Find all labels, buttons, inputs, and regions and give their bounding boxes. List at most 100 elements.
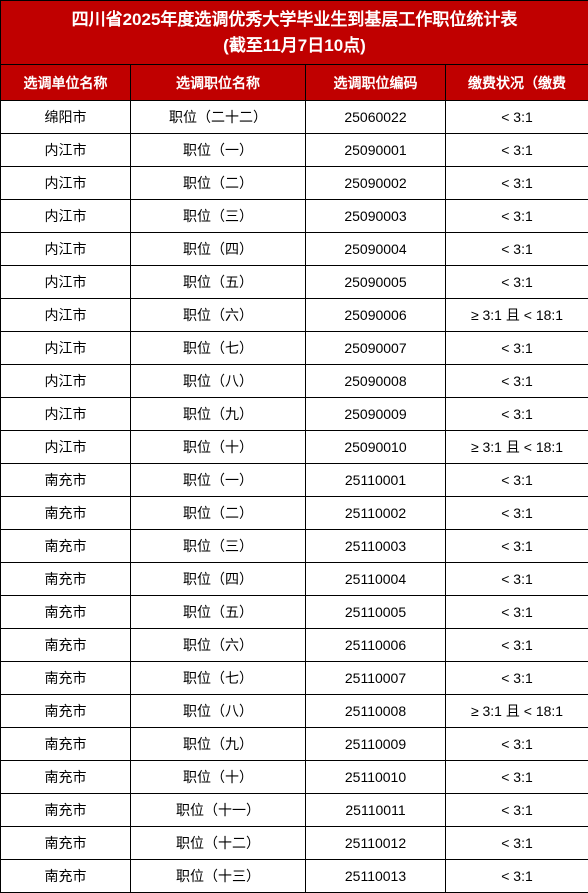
table-cell: 25090003 — [306, 200, 446, 233]
table-cell: < 3:1 — [446, 266, 588, 299]
table-row: 内江市职位（八）25090008< 3:1 — [1, 365, 588, 398]
table-cell: 内江市 — [1, 134, 131, 167]
table-row: 南充市职位（三）25110003< 3:1 — [1, 530, 588, 563]
table-row: 内江市职位（二）25090002< 3:1 — [1, 167, 588, 200]
col-header-unit: 选调单位名称 — [1, 65, 131, 101]
table-cell: 25090002 — [306, 167, 446, 200]
table-cell: 25110005 — [306, 596, 446, 629]
table-cell: 绵阳市 — [1, 101, 131, 134]
table-cell: < 3:1 — [446, 629, 588, 662]
table-cell: 内江市 — [1, 431, 131, 464]
col-header-status: 缴费状况（缴费 — [446, 65, 588, 101]
table-cell: < 3:1 — [446, 101, 588, 134]
table-cell: 职位（十一） — [131, 794, 306, 827]
table-cell: < 3:1 — [446, 464, 588, 497]
table-cell: 职位（七） — [131, 662, 306, 695]
table-cell: 25090010 — [306, 431, 446, 464]
table-cell: 南充市 — [1, 563, 131, 596]
table-cell: 25110011 — [306, 794, 446, 827]
table-cell: 内江市 — [1, 200, 131, 233]
table-cell: 南充市 — [1, 761, 131, 794]
table-cell: 25060022 — [306, 101, 446, 134]
table-cell: < 3:1 — [446, 200, 588, 233]
table-row: 南充市职位（十）25110010< 3:1 — [1, 761, 588, 794]
table-row: 南充市职位（十一）25110011< 3:1 — [1, 794, 588, 827]
table-cell: 职位（八） — [131, 695, 306, 728]
table-row: 内江市职位（六）25090006≥ 3:1 且 < 18:1 — [1, 299, 588, 332]
table-cell: 25110010 — [306, 761, 446, 794]
table-cell: 职位（一） — [131, 134, 306, 167]
table-row: 内江市职位（四）25090004< 3:1 — [1, 233, 588, 266]
table-cell: 25110003 — [306, 530, 446, 563]
table-row: 内江市职位（五）25090005< 3:1 — [1, 266, 588, 299]
table-cell: 内江市 — [1, 332, 131, 365]
table-row: 南充市职位（二）25110002< 3:1 — [1, 497, 588, 530]
table-cell: 职位（十二） — [131, 827, 306, 860]
table-cell: < 3:1 — [446, 563, 588, 596]
table-cell: 职位（九） — [131, 398, 306, 431]
table-cell: < 3:1 — [446, 365, 588, 398]
table-cell: < 3:1 — [446, 860, 588, 893]
table-cell: 25110013 — [306, 860, 446, 893]
table-row: 南充市职位（九）25110009< 3:1 — [1, 728, 588, 761]
table-row: 内江市职位（三）25090003< 3:1 — [1, 200, 588, 233]
table-cell: 南充市 — [1, 827, 131, 860]
table-cell: 25090009 — [306, 398, 446, 431]
statistics-table: 四川省2025年度选调优秀大学毕业生到基层工作职位统计表 (截至11月7日10点… — [0, 0, 588, 893]
table-cell: 25090008 — [306, 365, 446, 398]
table-row: 南充市职位（七）25110007< 3:1 — [1, 662, 588, 695]
table-cell: ≥ 3:1 且 < 18:1 — [446, 695, 588, 728]
table-cell: 内江市 — [1, 233, 131, 266]
title-line-1: 四川省2025年度选调优秀大学毕业生到基层工作职位统计表 — [5, 7, 584, 33]
table-cell: 职位（七） — [131, 332, 306, 365]
table-cell: 南充市 — [1, 629, 131, 662]
table-cell: 职位（二） — [131, 167, 306, 200]
table-cell: 职位（八） — [131, 365, 306, 398]
table-cell: 南充市 — [1, 596, 131, 629]
table-cell: < 3:1 — [446, 233, 588, 266]
table-title: 四川省2025年度选调优秀大学毕业生到基层工作职位统计表 (截至11月7日10点… — [1, 1, 588, 65]
table-cell: 25110002 — [306, 497, 446, 530]
table-body: 绵阳市职位（二十二）25060022< 3:1内江市职位（一）25090001<… — [1, 101, 588, 893]
table-cell: 25110008 — [306, 695, 446, 728]
table-row: 内江市职位（七）25090007< 3:1 — [1, 332, 588, 365]
table-cell: 职位（六） — [131, 299, 306, 332]
col-header-code: 选调职位编码 — [306, 65, 446, 101]
table-cell: 内江市 — [1, 167, 131, 200]
table-cell: 25110012 — [306, 827, 446, 860]
table-cell: 南充市 — [1, 662, 131, 695]
table-cell: 25090004 — [306, 233, 446, 266]
table-row: 南充市职位（八）25110008≥ 3:1 且 < 18:1 — [1, 695, 588, 728]
table-cell: 南充市 — [1, 794, 131, 827]
table-row: 南充市职位（一）25110001< 3:1 — [1, 464, 588, 497]
table-cell: 25110001 — [306, 464, 446, 497]
table-cell: ≥ 3:1 且 < 18:1 — [446, 299, 588, 332]
table-row: 南充市职位（六）25110006< 3:1 — [1, 629, 588, 662]
table-cell: 南充市 — [1, 860, 131, 893]
table-cell: < 3:1 — [446, 497, 588, 530]
table-cell: 25110006 — [306, 629, 446, 662]
table-cell: 职位（五） — [131, 266, 306, 299]
table-cell: 职位（九） — [131, 728, 306, 761]
table-cell: 25110009 — [306, 728, 446, 761]
table-cell: 内江市 — [1, 266, 131, 299]
table-cell: 内江市 — [1, 398, 131, 431]
table-header-row: 选调单位名称 选调职位名称 选调职位编码 缴费状况（缴费 — [1, 65, 588, 101]
table-cell: 25090005 — [306, 266, 446, 299]
table-cell: 职位（十） — [131, 431, 306, 464]
table-cell: 职位（一） — [131, 464, 306, 497]
table-cell: 职位（二十二） — [131, 101, 306, 134]
table-cell: ≥ 3:1 且 < 18:1 — [446, 431, 588, 464]
table-cell: < 3:1 — [446, 596, 588, 629]
table-cell: 25090007 — [306, 332, 446, 365]
table-row: 内江市职位（十）25090010≥ 3:1 且 < 18:1 — [1, 431, 588, 464]
table-cell: 职位（四） — [131, 233, 306, 266]
table-cell: < 3:1 — [446, 398, 588, 431]
table-row: 南充市职位（十三）25110013< 3:1 — [1, 860, 588, 893]
table-cell: 职位（三） — [131, 530, 306, 563]
table-cell: 南充市 — [1, 695, 131, 728]
table-cell: 职位（三） — [131, 200, 306, 233]
table-cell: < 3:1 — [446, 794, 588, 827]
table-cell: 职位（二） — [131, 497, 306, 530]
table-cell: 职位（五） — [131, 596, 306, 629]
